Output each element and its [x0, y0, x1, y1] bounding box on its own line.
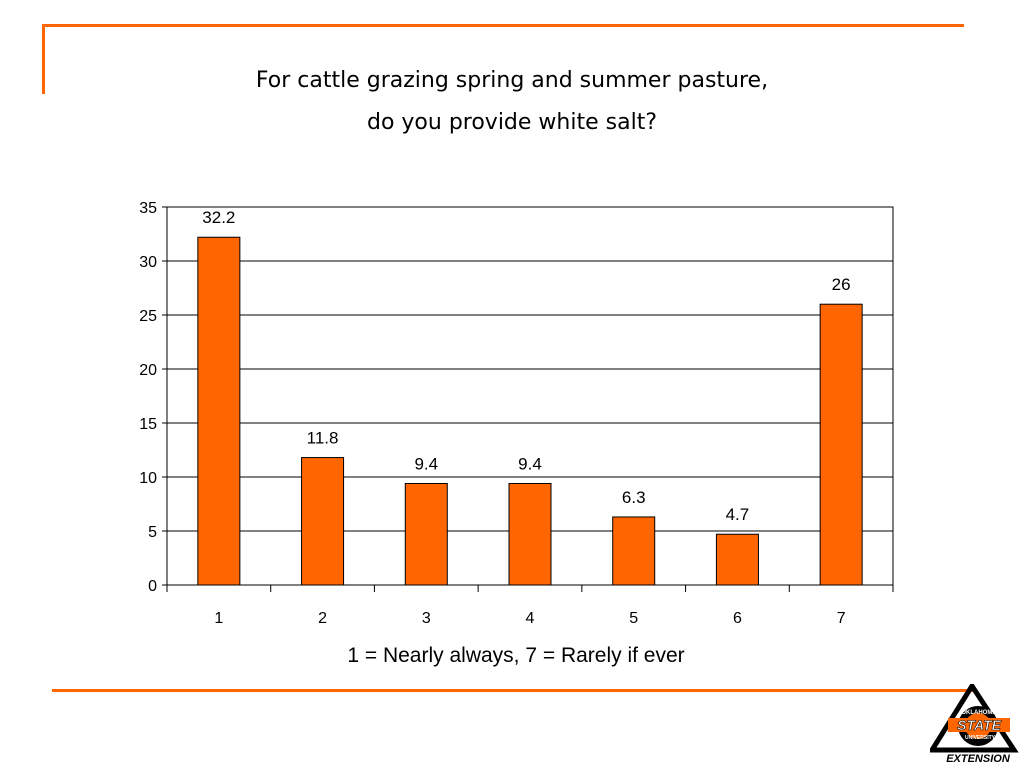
- bar-5: [612, 516, 656, 586]
- bar-7: [819, 303, 863, 586]
- logo-top-text: OKLAHOMA: [961, 710, 997, 716]
- bar-3: [404, 482, 448, 586]
- x-tick-label-7: 7: [837, 610, 846, 627]
- data-label-2: 11.8: [307, 429, 339, 448]
- data-label-3: 9.4: [414, 454, 438, 473]
- frame-line-top: [42, 24, 964, 27]
- logo-main-text: STATE: [957, 717, 1001, 733]
- data-label-5: 6.3: [622, 488, 646, 507]
- x-tick-label-1: 1: [214, 610, 223, 627]
- data-label-6: 4.7: [726, 505, 750, 524]
- data-label-4: 9.4: [518, 454, 542, 473]
- osu-extension-logo: OKLAHOMA STATE UNIVERSITY EXTENSION: [930, 684, 1019, 765]
- y-tick-label: 5: [148, 524, 157, 541]
- frame-line-bottom: [52, 689, 974, 692]
- y-tick-label: 15: [139, 416, 157, 433]
- y-tick-label: 25: [139, 308, 157, 325]
- y-tick-label: 10: [139, 470, 157, 487]
- x-tick-label-4: 4: [526, 610, 535, 627]
- y-tick-label: 35: [139, 200, 157, 217]
- bar-4: [508, 482, 552, 586]
- x-tick-label-5: 5: [629, 610, 638, 627]
- x-axis-label: 1 = Nearly always, 7 = Rarely if ever: [347, 644, 684, 667]
- chart-title-line-1: For cattle grazing spring and summer pas…: [255, 68, 769, 93]
- bar-1: [197, 236, 241, 586]
- x-tick-label-2: 2: [318, 610, 327, 627]
- data-label-1: 32.2: [202, 208, 235, 227]
- logo-bottom-text: EXTENSION: [946, 753, 1011, 765]
- frame-line-left: [42, 24, 45, 94]
- logo-state-band: [948, 718, 1010, 732]
- chart-title-line-2: do you provide white salt?: [366, 110, 657, 135]
- x-tick-label-6: 6: [733, 610, 742, 627]
- y-tick-label: 20: [139, 362, 157, 379]
- bar-2: [301, 457, 345, 586]
- bar-6: [715, 533, 759, 586]
- logo-sub-text: UNIVERSITY: [965, 735, 996, 741]
- y-tick-label: 30: [139, 254, 157, 271]
- data-label-7: 26: [832, 275, 851, 294]
- y-tick-label: 0: [148, 578, 157, 595]
- x-tick-label-3: 3: [422, 610, 431, 627]
